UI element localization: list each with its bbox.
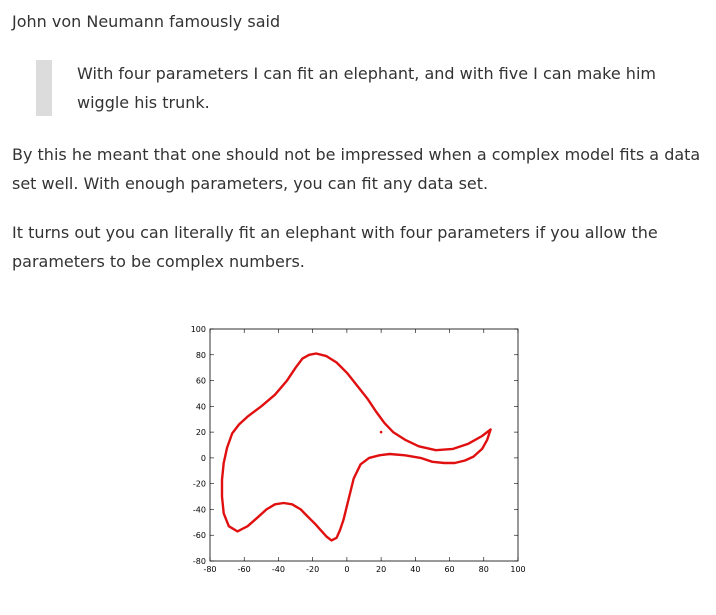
x-tick-label: 40: [410, 565, 420, 574]
elephant-chart: -80 -60 -40 -20 0 20 40 60 80 100 -80 -60 -40 -20 0 20 4…: [191, 325, 526, 574]
y-tick-label: 0: [201, 454, 206, 463]
y-tick-label: -40: [193, 505, 206, 514]
x-tick-label: -20: [306, 565, 319, 574]
y-tick-label: 100: [191, 325, 206, 334]
y-tick-label: 40: [196, 402, 206, 411]
quote-text: With four parameters I can fit an elepha…: [77, 64, 656, 112]
y-tick-label: -60: [193, 531, 206, 540]
y-tick-label: 20: [196, 428, 206, 437]
elephant-curve: [220, 352, 492, 542]
x-tick-label: 60: [444, 565, 454, 574]
x-tick-label: -80: [203, 565, 216, 574]
x-tick-label: 80: [479, 565, 489, 574]
y-tick-label: -20: [193, 480, 206, 489]
x-tick-label: -40: [272, 565, 285, 574]
paragraph-explanation: By this he meant that one should not be …: [12, 145, 701, 193]
quote-bar: [36, 60, 52, 116]
plot-frame: [209, 328, 519, 562]
y-tick-label: 80: [196, 351, 206, 360]
x-tick-label: 20: [376, 565, 386, 574]
paragraph-elephant: It turns out you can literally fit an el…: [12, 223, 658, 271]
quote-block: With four parameters I can fit an elepha…: [36, 59, 676, 117]
x-tick-label: 100: [510, 565, 525, 574]
eye-point: [379, 430, 383, 434]
x-tick-label: -60: [238, 565, 251, 574]
y-tick-label: -80: [193, 557, 206, 566]
x-tick-label: 0: [344, 565, 349, 574]
y-tick-label: 60: [196, 377, 206, 386]
intro-text: John von Neumann famously said: [12, 12, 281, 31]
